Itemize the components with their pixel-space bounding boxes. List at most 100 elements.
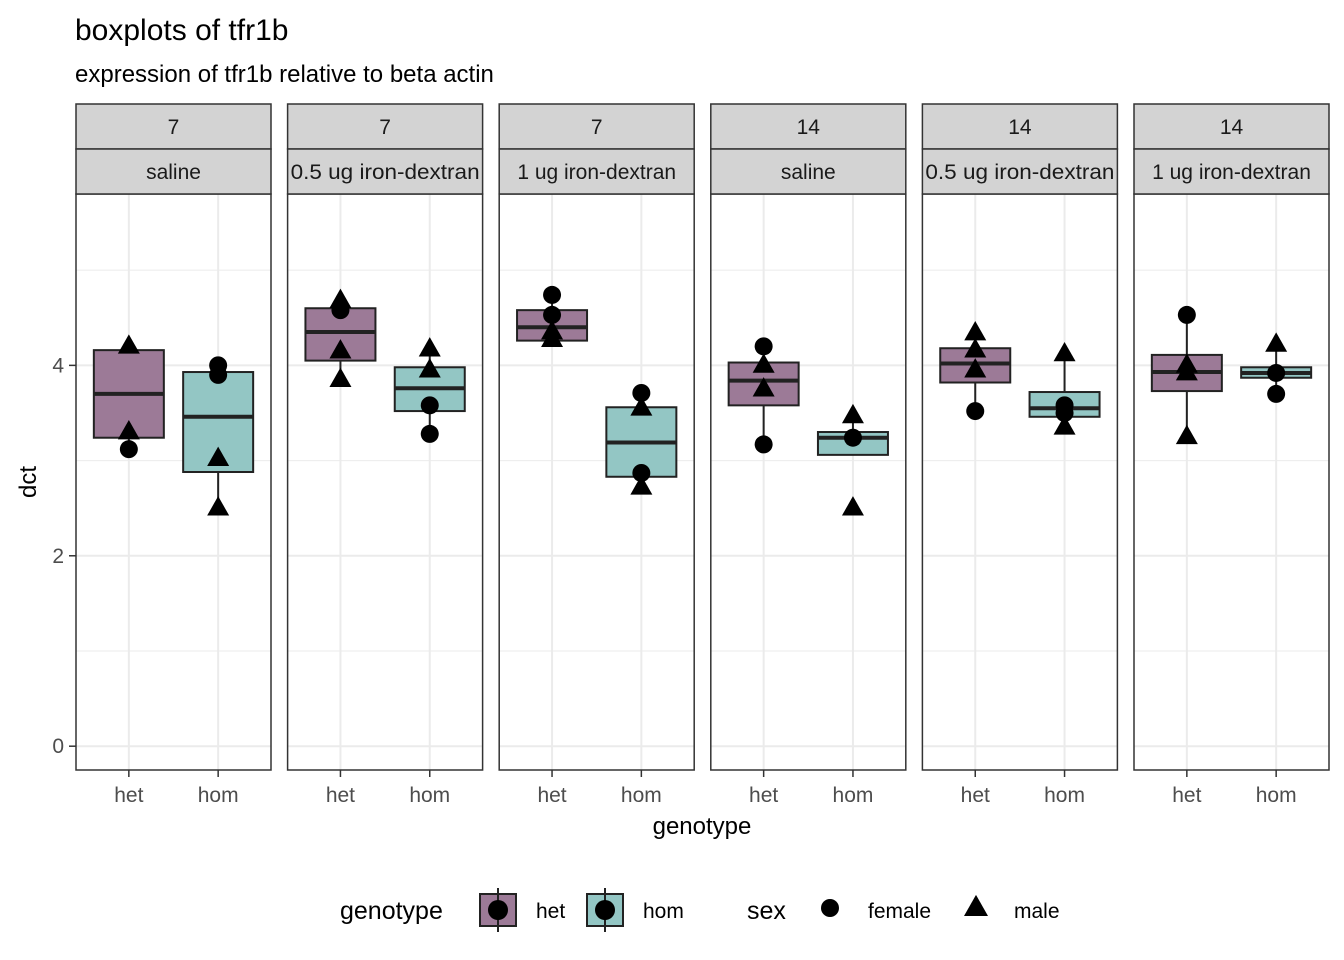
point-female-hom [420, 396, 439, 415]
y-tick-label: 2 [52, 545, 64, 568]
point-male-hom [418, 337, 441, 357]
panel-background [287, 194, 483, 770]
point-male-het [117, 420, 140, 440]
point-male-het [117, 334, 140, 354]
point-male-het [964, 338, 987, 358]
panel-background [76, 194, 271, 770]
point-male-hom [841, 496, 864, 516]
x-tick-label-het: het [749, 784, 778, 807]
point-female-het [119, 440, 138, 459]
strip-treatment-label: 0.5 ug iron-dextran [291, 161, 480, 184]
strip-treatment-label: 1 ug iron-dextran [1152, 161, 1311, 184]
point-female-het [754, 435, 773, 454]
legend-genotype-title: genotype [340, 897, 443, 925]
panel-background [922, 194, 1118, 770]
legend-sex-title: sex [747, 897, 786, 925]
strip-treatment [286, 148, 484, 195]
point-male-het [1175, 360, 1198, 381]
point-female-hom [1267, 363, 1286, 382]
point-male-het [541, 327, 564, 348]
strip-treatment [710, 148, 907, 195]
strip-day-label: 14 [1008, 116, 1032, 139]
strip-day [1133, 103, 1330, 150]
point-female-het [754, 337, 773, 356]
point-male-het [329, 367, 352, 388]
box-hom [182, 365, 255, 509]
legend-key-het: het [479, 888, 565, 932]
panel-background [499, 194, 695, 770]
point-male-het [329, 339, 352, 359]
strip-treatment [498, 148, 695, 195]
point-male-hom [1265, 332, 1288, 352]
strip-day-label: 14 [797, 116, 821, 139]
point-male-het [752, 353, 775, 373]
legend-label-male: male [1014, 900, 1060, 923]
point-male-hom [1053, 415, 1076, 435]
point-male-hom [207, 446, 230, 467]
facet-panel-6: 14 1 ug iron-dextran het hom [1133, 103, 1330, 807]
strip-day-label: 7 [168, 116, 180, 139]
y-tick-label: 0 [52, 735, 64, 758]
x-tick-label-het: het [114, 784, 143, 807]
point-male-hom [630, 475, 653, 495]
legend-key-female [821, 899, 839, 917]
legend-label-female: female [868, 900, 931, 923]
strip-day-label: 14 [1220, 116, 1244, 139]
point-female-hom [843, 428, 862, 447]
x-tick-label-hom: hom [833, 784, 874, 807]
point-female-het [543, 305, 562, 324]
x-tick-label-het: het [961, 784, 990, 807]
facet-panel-1: 7 saline het hom [75, 103, 272, 807]
point-male-het [752, 377, 775, 397]
legend-label-het: het [536, 900, 565, 923]
legend-key-hom: hom [586, 888, 684, 932]
strip-treatment [921, 148, 1119, 195]
point-female-hom [420, 424, 439, 443]
strip-day [75, 103, 272, 150]
point-male-het [964, 358, 987, 378]
facet-panel-5: 14 0.5 ug iron-dextran het hom [921, 103, 1119, 807]
y-axis: 0 2 4 [52, 354, 76, 758]
point-female-hom [632, 463, 651, 482]
facet-panel-2: 7 0.5 ug iron-dextran het hom [286, 103, 484, 807]
point-female-het [543, 285, 562, 304]
x-tick-label-hom: hom [1044, 784, 1085, 807]
strip-day-label: 7 [591, 116, 603, 139]
point-female-het [331, 301, 350, 320]
legend: genotype het hom sex female male [340, 888, 1060, 932]
point-male-hom [630, 396, 653, 416]
strip-treatment [1133, 148, 1330, 195]
point-female-hom [209, 365, 228, 384]
legend-key-male [964, 894, 988, 917]
strip-treatment-label: saline [781, 161, 836, 184]
chart-subtitle: expression of tfr1b relative to beta act… [75, 61, 494, 88]
legend-key-point [595, 900, 615, 920]
x-tick-label-hom: hom [1256, 784, 1297, 807]
point-female-hom [1267, 384, 1286, 403]
point-female-hom [632, 383, 651, 402]
strip-day-label: 7 [379, 116, 391, 139]
x-tick-label-hom: hom [621, 784, 662, 807]
point-female-het [966, 402, 985, 421]
strip-day [286, 103, 484, 150]
y-axis-title: dct [15, 466, 42, 498]
point-male-hom [418, 358, 441, 378]
point-male-het [964, 320, 987, 341]
strip-treatment-label: 1 ug iron-dextran [517, 161, 676, 184]
panel-background [710, 194, 906, 770]
point-male-hom [1053, 341, 1076, 362]
legend-key-point [488, 900, 508, 920]
strip-treatment [75, 148, 272, 195]
facet-panel-3: 7 1 ug iron-dextran het hom [498, 103, 695, 807]
point-female-het [1177, 305, 1196, 324]
x-tick-label-het: het [326, 784, 355, 807]
point-male-hom [207, 496, 230, 516]
point-male-het [1175, 424, 1198, 445]
facet-panel-4: 14 saline het hom [710, 103, 907, 807]
strip-treatment-label: saline [146, 161, 201, 184]
x-tick-label-het: het [537, 784, 566, 807]
strip-day [498, 103, 695, 150]
y-tick-label: 4 [52, 354, 64, 377]
